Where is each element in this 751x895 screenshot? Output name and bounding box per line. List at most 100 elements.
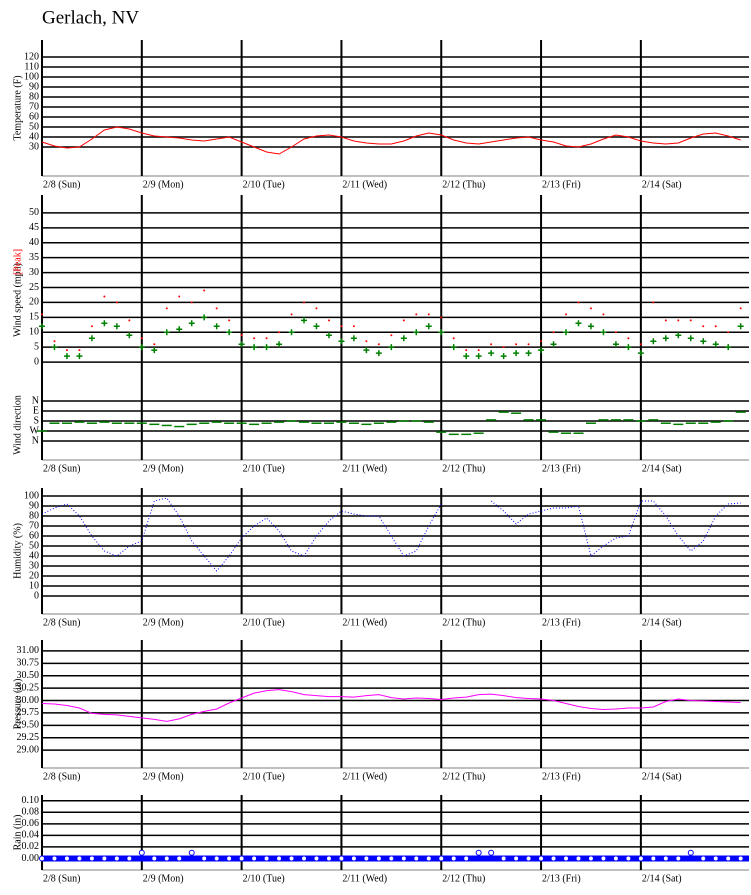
x-tick-label: 2/13 (Fri) xyxy=(542,179,581,190)
plus-marker xyxy=(213,323,220,330)
y-tick-label: 0.04 xyxy=(22,830,40,841)
y-tick-label: 30 xyxy=(29,141,39,152)
plus-marker xyxy=(587,323,594,330)
y-tick-label: 0.00 xyxy=(22,853,40,864)
dot-marker xyxy=(390,334,393,337)
plus-marker xyxy=(375,350,382,357)
circle-marker xyxy=(637,855,644,862)
circle-marker xyxy=(126,855,133,862)
circle-marker xyxy=(612,855,619,862)
x-tick-label: 2/9 (Mon) xyxy=(143,617,184,628)
plus-marker xyxy=(538,347,545,354)
circle-marker xyxy=(450,855,457,862)
y-tick-label: 0.08 xyxy=(22,807,40,818)
plus-marker xyxy=(388,344,395,351)
dot-marker xyxy=(53,340,56,343)
dot-marker xyxy=(714,325,717,328)
dot-marker xyxy=(340,325,343,328)
circle-marker xyxy=(400,855,407,862)
x-tick-label: 2/10 (Tue) xyxy=(243,771,285,782)
y-tick-label: 10 xyxy=(29,327,39,338)
plus-marker xyxy=(687,335,694,342)
circle-marker xyxy=(363,855,370,862)
dot-marker xyxy=(240,334,243,337)
x-tick-label: 2/9 (Mon) xyxy=(143,873,184,884)
plus-marker xyxy=(39,323,45,330)
dot-marker xyxy=(228,319,231,322)
circle-marker xyxy=(575,855,582,862)
y-tick-label: 0 xyxy=(34,356,39,367)
x-tick-label: 2/13 (Fri) xyxy=(542,617,581,628)
dot-marker xyxy=(702,325,705,328)
y-tick-label: 0.02 xyxy=(22,841,40,852)
circle-marker xyxy=(650,855,657,862)
y-tick-label: 40 xyxy=(29,237,39,248)
y-tick-label: 5 xyxy=(34,341,39,352)
y-axis-label: Humidity (%) xyxy=(12,523,23,579)
dot-marker xyxy=(415,313,418,316)
y-tick-label: 20 xyxy=(29,570,39,581)
y-tick-label: 10 xyxy=(29,580,39,591)
plus-marker xyxy=(737,323,744,330)
plus-marker xyxy=(725,344,732,351)
dot-marker xyxy=(65,349,68,352)
circle-marker xyxy=(63,855,70,862)
x-tick-label: 2/8 (Sun) xyxy=(43,179,81,190)
circle-marker xyxy=(525,855,532,862)
dot-marker xyxy=(427,313,430,316)
circle-marker xyxy=(675,855,682,862)
circle-marker xyxy=(513,855,520,862)
x-tick-label: 2/10 (Tue) xyxy=(243,179,285,190)
x-tick-label: 2/14 (Sat) xyxy=(642,179,682,190)
dot-marker xyxy=(739,307,742,310)
x-tick-label: 2/13 (Fri) xyxy=(542,873,581,884)
y-tick-label: 40 xyxy=(29,550,39,561)
dot-marker xyxy=(515,343,518,346)
y-tick-label: 30.00 xyxy=(17,695,40,706)
dot-marker xyxy=(303,301,306,304)
plus-marker xyxy=(525,350,532,357)
x-tick-label: 2/12 (Thu) xyxy=(442,179,485,190)
circle-marker xyxy=(313,855,320,862)
circle-marker xyxy=(388,855,395,862)
dot-marker xyxy=(41,313,43,316)
x-tick-label: 2/14 (Sat) xyxy=(642,617,682,628)
x-tick-label: 2/11 (Wed) xyxy=(342,771,387,782)
plus-marker xyxy=(101,320,108,327)
circle-marker xyxy=(500,855,507,862)
circle-marker xyxy=(425,855,432,862)
circle-marker xyxy=(325,855,332,862)
circle-marker xyxy=(201,855,208,862)
circle-marker xyxy=(301,855,308,862)
circle-marker xyxy=(263,855,270,862)
plus-marker xyxy=(475,353,482,360)
y-tick-label: 30 xyxy=(29,560,39,571)
dot-marker xyxy=(140,337,143,340)
plus-marker xyxy=(400,335,407,342)
circle-marker xyxy=(662,855,669,862)
dot-marker xyxy=(327,319,330,322)
y-tick-label: 35 xyxy=(29,252,39,263)
plus-marker xyxy=(201,314,208,321)
plus-marker xyxy=(712,341,719,348)
y-tick-label: 60 xyxy=(29,111,39,122)
y-tick-label: 80 xyxy=(29,510,39,521)
y-tick-label: 31.00 xyxy=(17,645,40,656)
y-tick-label: W xyxy=(30,425,40,436)
x-tick-label: 2/10 (Tue) xyxy=(243,463,285,474)
circle-marker xyxy=(550,855,557,862)
circle-marker xyxy=(276,855,283,862)
plus-marker xyxy=(188,320,195,327)
series-line xyxy=(41,689,741,722)
x-tick-label: 2/14 (Sat) xyxy=(642,463,682,474)
y-tick-label: 30.25 xyxy=(17,682,40,693)
dot-marker xyxy=(565,313,568,316)
circle-marker xyxy=(251,855,258,862)
circle-marker xyxy=(538,855,545,862)
x-tick-label: 2/9 (Mon) xyxy=(143,463,184,474)
dot-marker xyxy=(103,295,106,298)
plus-marker xyxy=(637,350,644,357)
circle-marker xyxy=(101,855,108,862)
dot-marker xyxy=(253,337,256,340)
plus-marker xyxy=(575,320,582,327)
